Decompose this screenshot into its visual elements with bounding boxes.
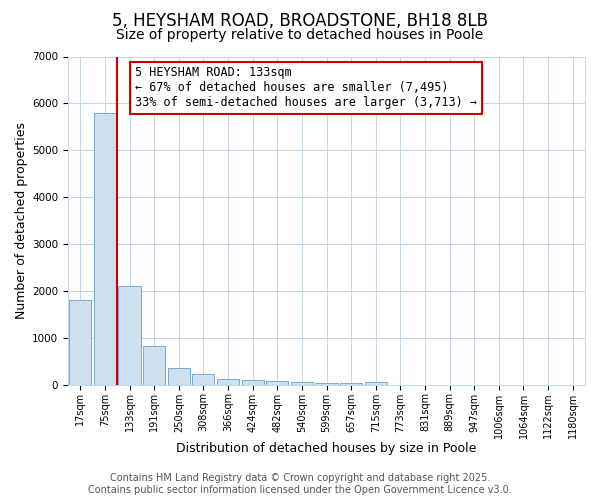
Bar (193, 374, 214, 384)
Text: 5, HEYSHAM ROAD, BROADSTONE, BH18 8LB: 5, HEYSHAM ROAD, BROADSTONE, BH18 8LB (112, 12, 488, 30)
X-axis label: Distribution of detached houses by size in Poole: Distribution of detached houses by size … (176, 442, 476, 455)
Text: Contains HM Land Registry data © Crown copyright and database right 2025.
Contai: Contains HM Land Registry data © Crown c… (88, 474, 512, 495)
Bar (340, 383, 362, 384)
Bar (217, 379, 239, 384)
Text: 5 HEYSHAM ROAD: 133sqm
← 67% of detached houses are smaller (7,495)
33% of semi-: 5 HEYSHAM ROAD: 133sqm ← 67% of detached… (135, 66, 477, 110)
Bar (143, 346, 165, 385)
Bar (94, 113, 116, 384)
Y-axis label: Number of detached properties: Number of detached properties (15, 122, 28, 319)
Bar (266, 382, 289, 384)
Text: Size of property relative to detached houses in Poole: Size of property relative to detached ho… (116, 28, 484, 42)
Bar (316, 382, 338, 384)
Bar (242, 380, 264, 384)
Bar (365, 382, 387, 384)
Bar (118, 286, 140, 384)
Bar (69, 300, 91, 384)
Bar (168, 368, 190, 384)
Bar (291, 382, 313, 384)
